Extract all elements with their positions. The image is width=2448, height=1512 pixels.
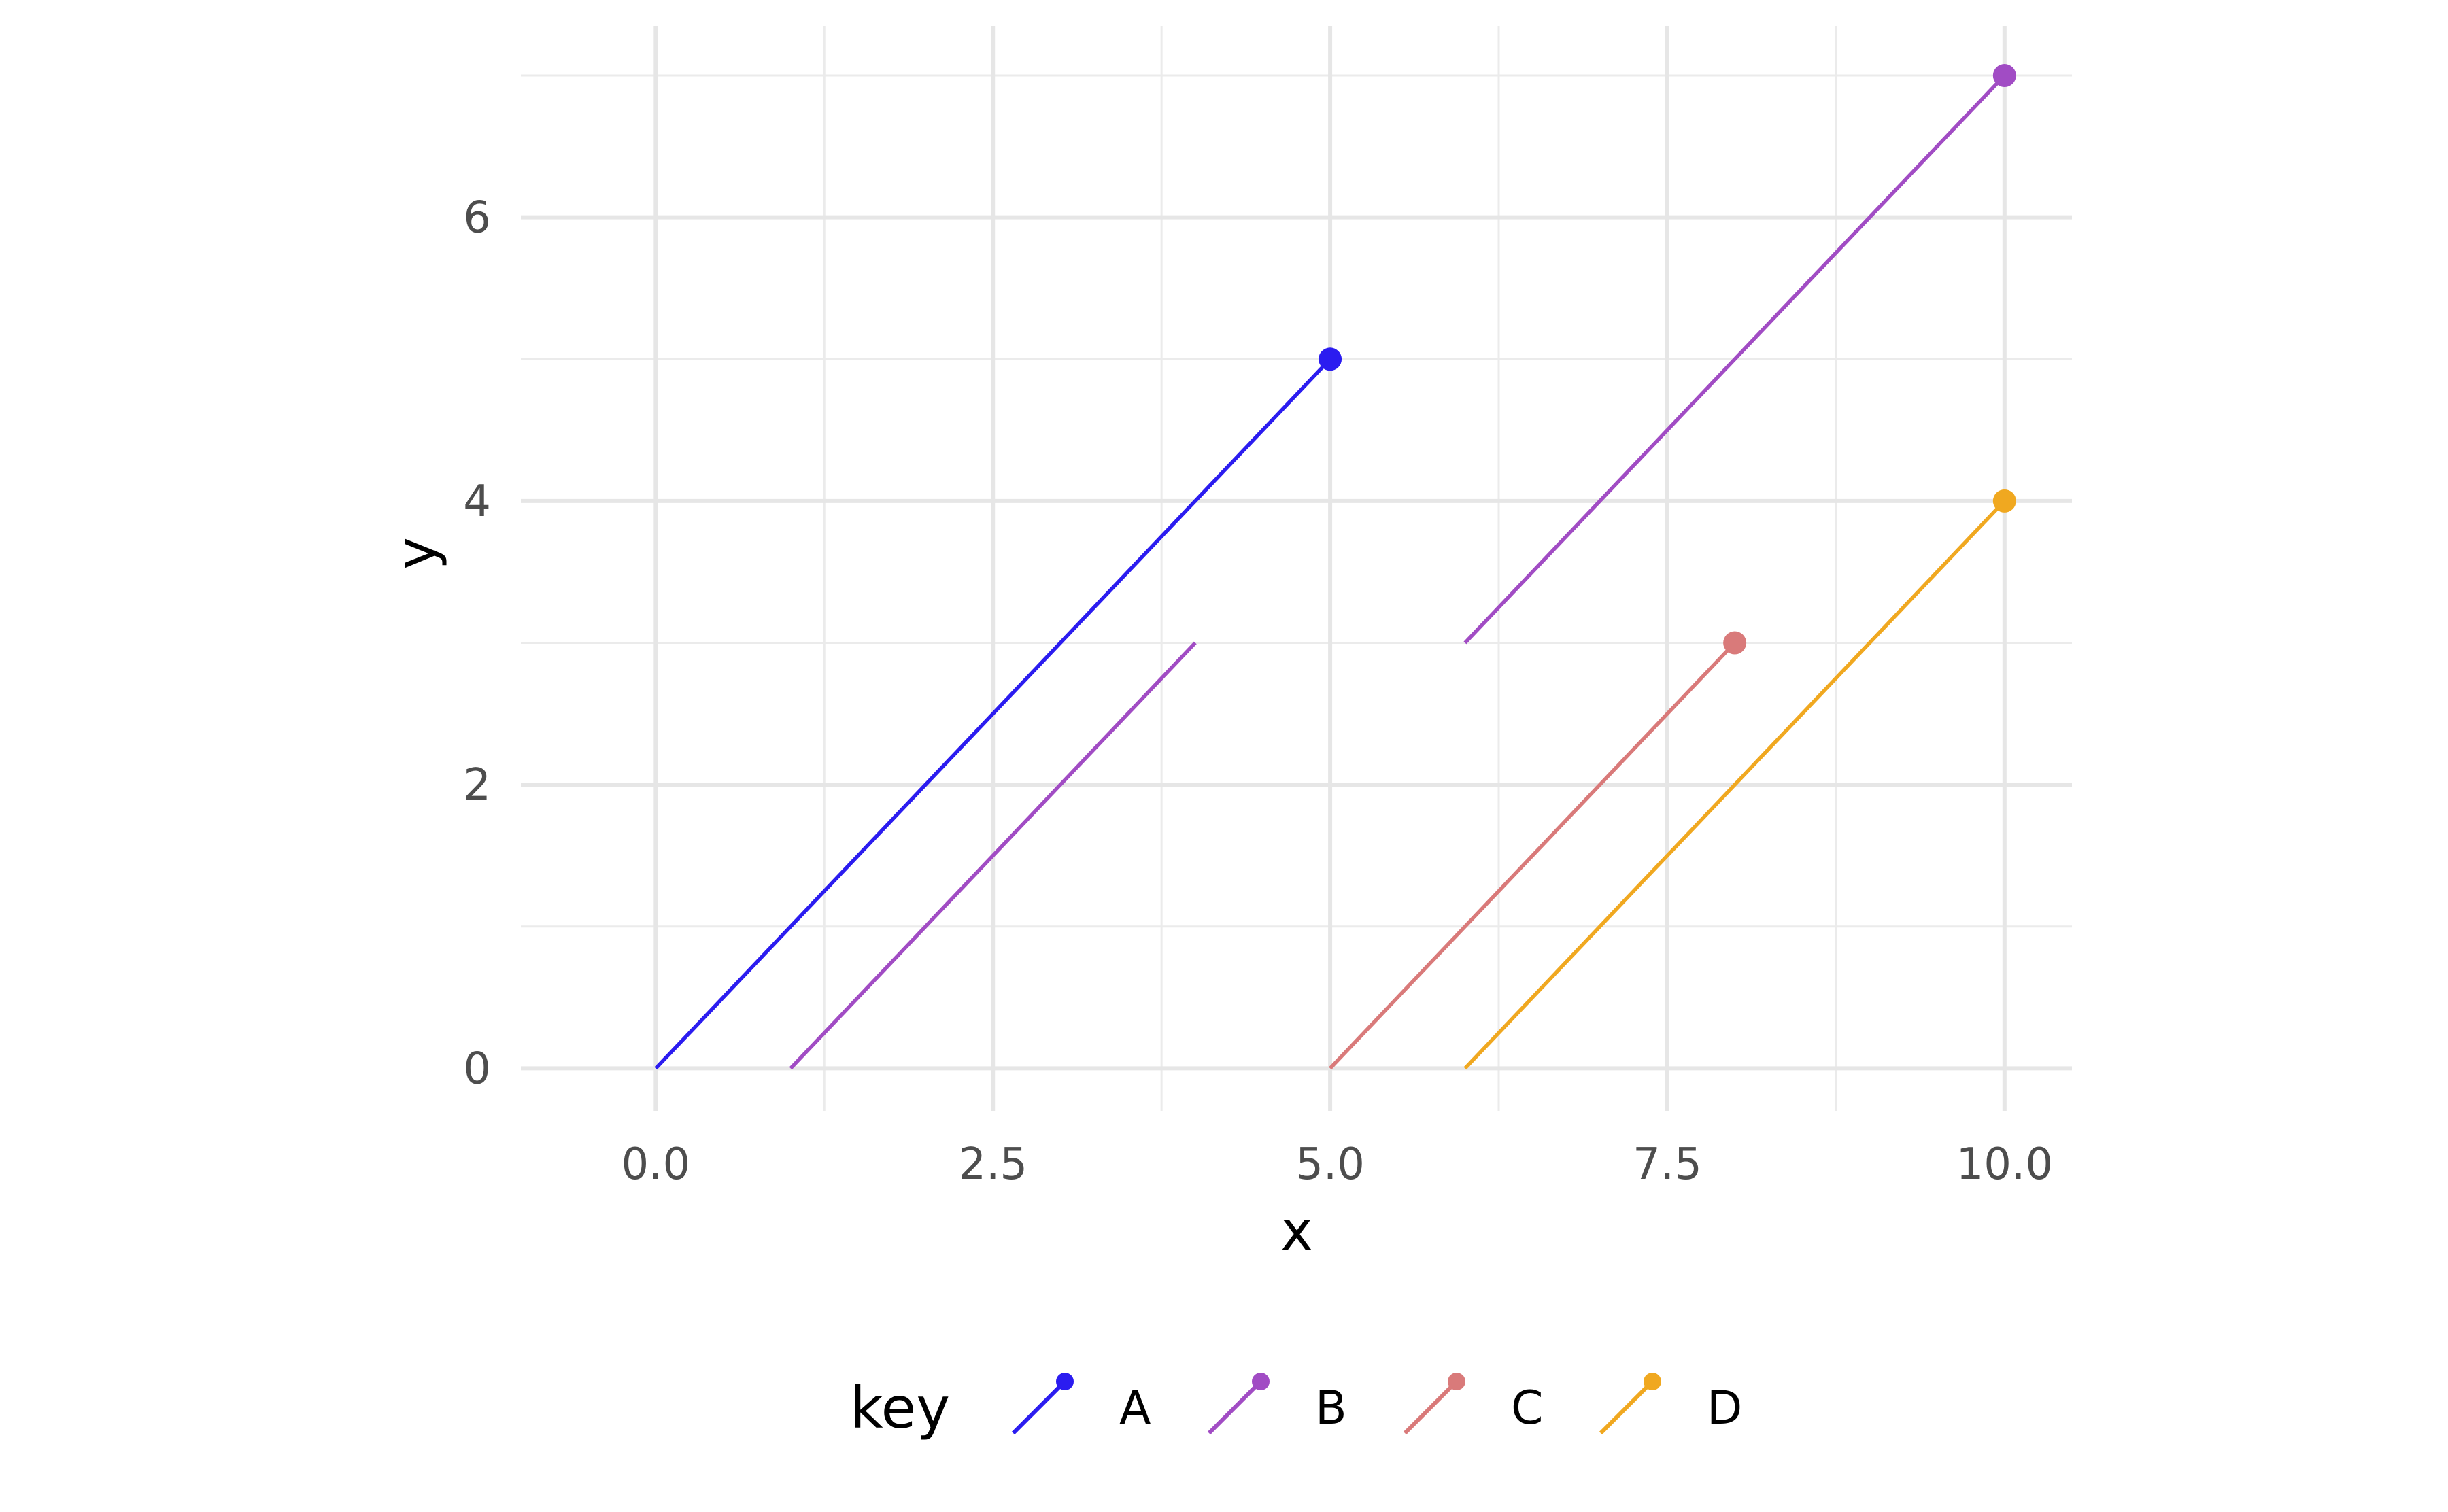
legend-label-a: A <box>1119 1381 1151 1435</box>
series-c-line <box>1329 641 1737 1070</box>
series-b-end-point <box>1992 64 2016 88</box>
grid <box>521 26 2072 1111</box>
legend-key-b <box>1207 1379 1263 1435</box>
x-tick-label: 10.0 <box>1956 1139 2054 1190</box>
series-a-line <box>654 358 1332 1070</box>
legend-title: key <box>850 1375 950 1441</box>
x-tick-label: 7.5 <box>1633 1139 1702 1190</box>
legend-label-b: B <box>1315 1381 1347 1435</box>
legend-key-b-point <box>1252 1373 1270 1390</box>
y-tick-label: 0 <box>463 1044 491 1094</box>
series-d-end-point <box>1992 489 2016 513</box>
y-tick-label: 2 <box>463 760 491 810</box>
series-b-line <box>1463 74 2006 645</box>
x-tick-label: 5.0 <box>1295 1139 1365 1190</box>
x-tick-label: 0.0 <box>621 1139 690 1190</box>
series-c-end-point <box>1723 631 1747 655</box>
legend-key-a <box>1011 1379 1067 1435</box>
legend-key-d <box>1599 1379 1654 1435</box>
legend-label-c: C <box>1511 1381 1543 1435</box>
series-b-line <box>789 641 1197 1070</box>
x-axis-title: x <box>1280 1199 1312 1262</box>
legend-key-c <box>1403 1379 1459 1435</box>
axes: x y 0.0 2.5 5.0 7.5 10.0 0 2 4 6 <box>385 193 2053 1262</box>
legend: key A B C D <box>850 1373 1742 1441</box>
legend-label-d: D <box>1707 1381 1742 1435</box>
y-axis-title: y <box>385 537 448 569</box>
plot-area <box>654 64 2016 1070</box>
legend-key-d-point <box>1644 1373 1661 1390</box>
y-tick-label: 6 <box>463 193 491 243</box>
legend-key-a-point <box>1056 1373 1074 1390</box>
series-d-line <box>1463 500 2006 1070</box>
series-a-end-point <box>1319 347 1342 371</box>
legend-key-c-point <box>1448 1373 1465 1390</box>
x-tick-label: 2.5 <box>958 1139 1027 1190</box>
y-tick-label: 4 <box>463 477 491 527</box>
